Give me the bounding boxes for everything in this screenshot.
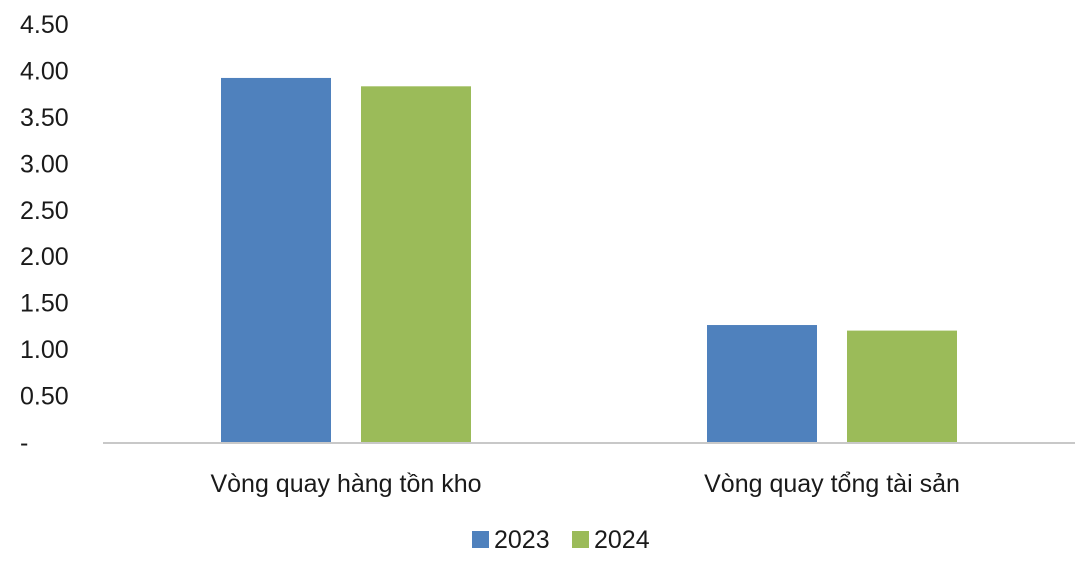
y-tick-label: 0.50 [20, 383, 69, 411]
bar-2024-1 [847, 330, 957, 443]
y-tick-label: 1.00 [20, 336, 69, 364]
y-tick-label: 2.50 [20, 197, 69, 225]
bar-2023-1 [707, 325, 817, 443]
legend-label: 2023 [494, 526, 550, 554]
x-category-label: Vòng quay hàng tồn kho [210, 470, 481, 498]
y-tick-label: 2.00 [20, 243, 69, 271]
y-tick-label: 3.50 [20, 104, 69, 132]
x-category-label: Vòng quay tổng tài sản [704, 470, 960, 498]
legend-label: 2024 [594, 526, 650, 554]
y-tick-label: 4.00 [20, 57, 69, 85]
legend-swatch-2023 [472, 531, 489, 548]
y-tick-label: 4.50 [20, 11, 69, 39]
y-tick-label: 3.00 [20, 150, 69, 178]
y-tick-label: 1.50 [20, 290, 69, 318]
bar-2023-0 [221, 77, 331, 444]
y-tick-label: - [20, 429, 28, 457]
bar-2024-0 [361, 86, 471, 443]
legend-swatch-2024 [572, 531, 589, 548]
